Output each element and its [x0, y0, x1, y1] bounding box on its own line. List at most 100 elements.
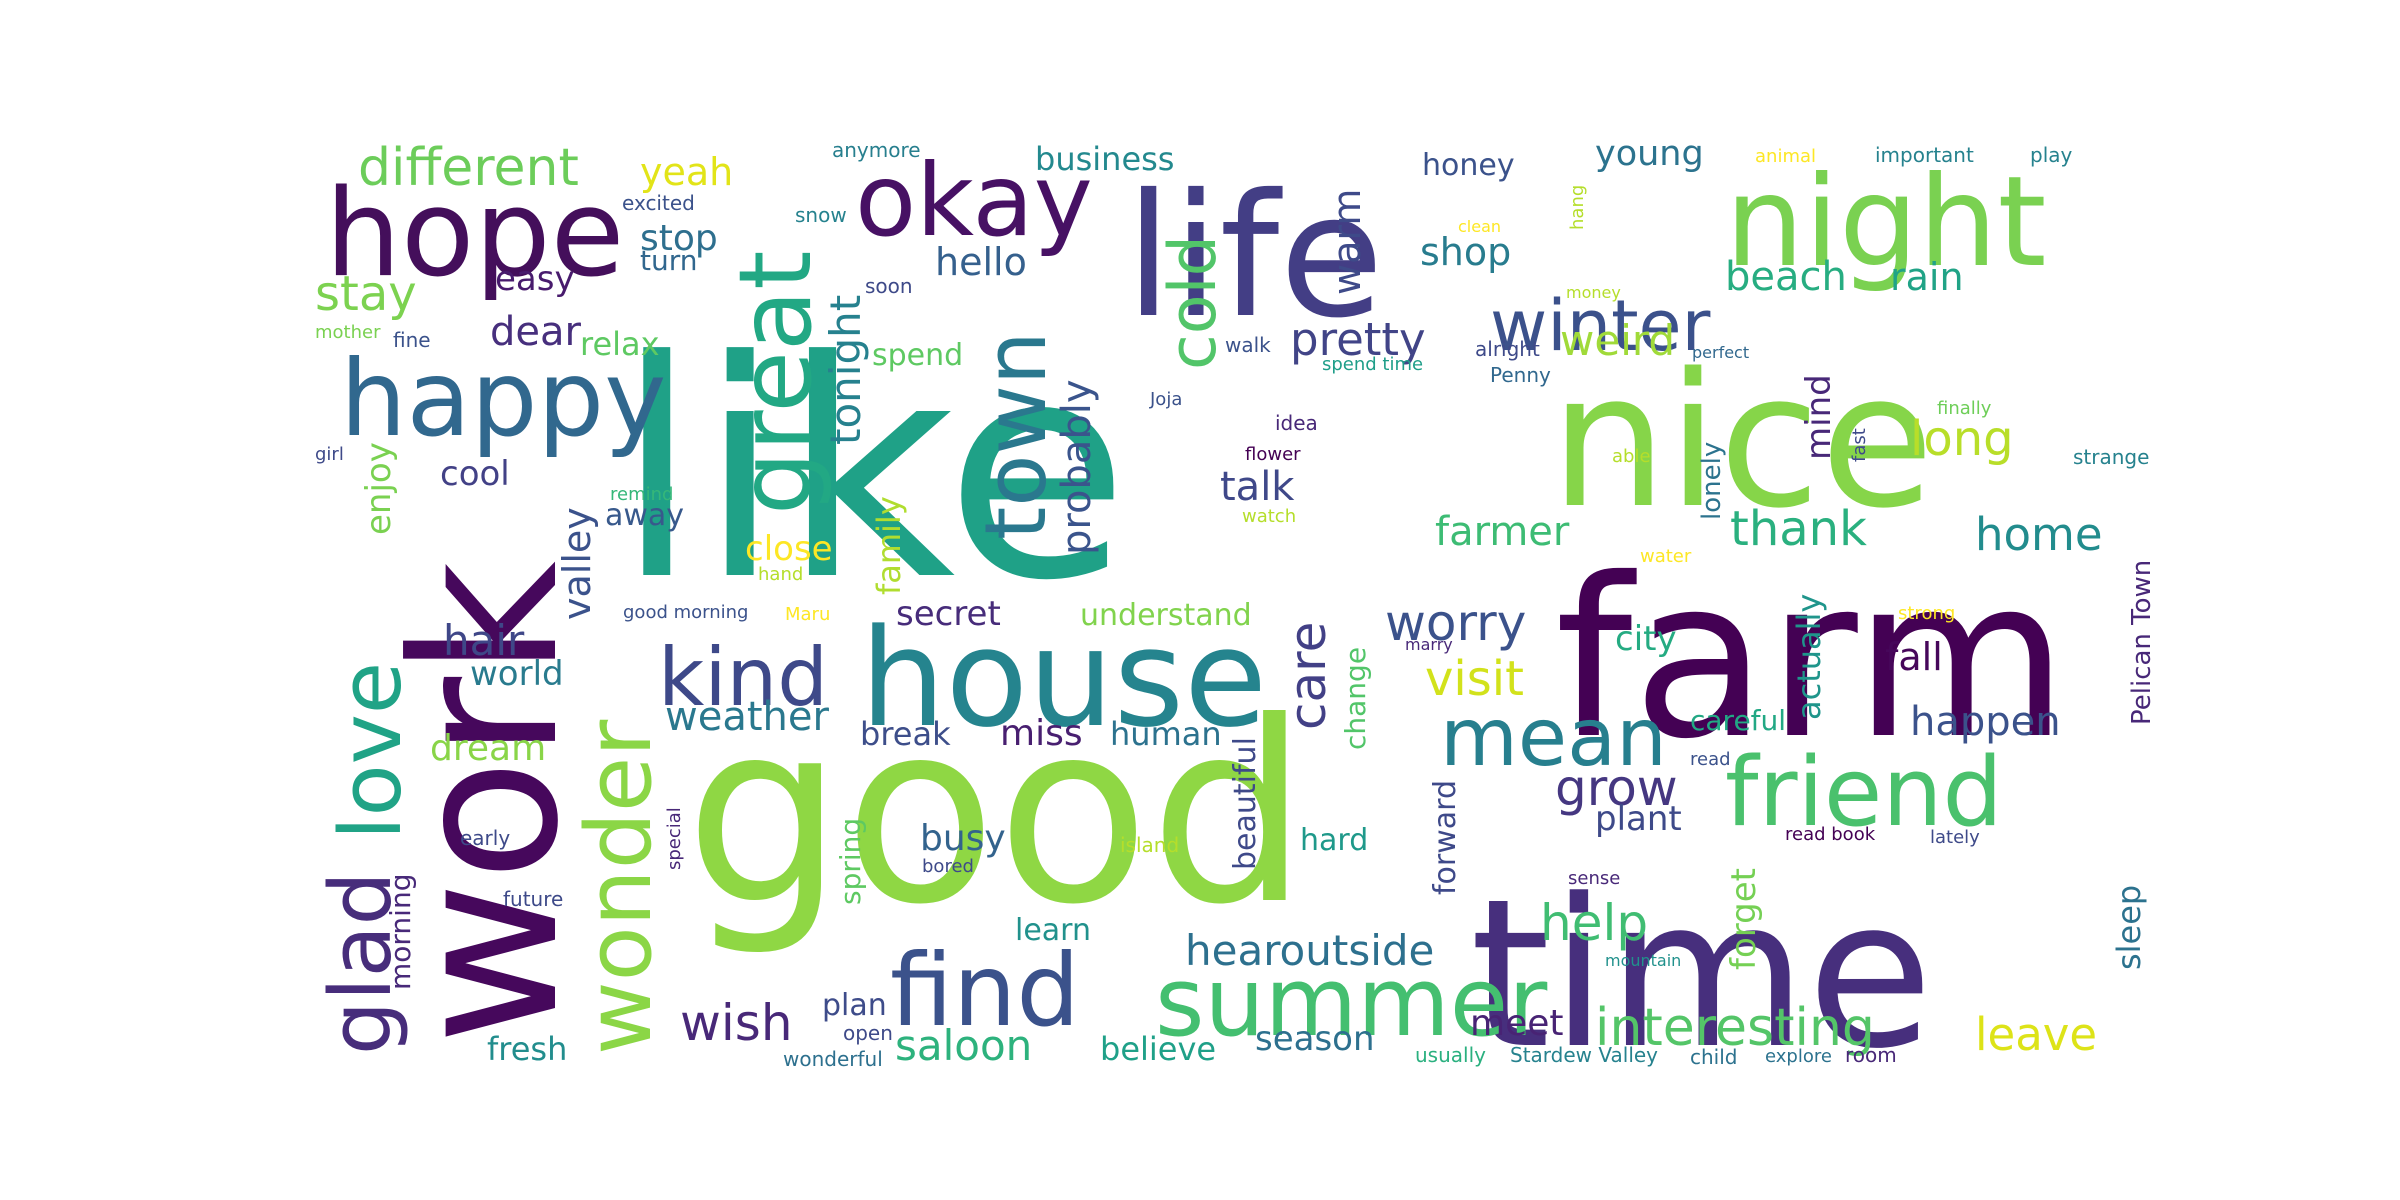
cloud-word-happen: happen	[1910, 699, 2061, 745]
cloud-word-long: long	[1910, 411, 2014, 467]
cloud-word-explore: explore	[1765, 1046, 1832, 1067]
cloud-word-hope: hope	[325, 165, 624, 304]
cloud-word-plant: plant	[1595, 799, 1682, 839]
cloud-word-stay: stay	[315, 266, 417, 322]
cloud-word-summer: summer	[1155, 948, 1548, 1058]
cloud-word-work: work	[370, 561, 603, 1045]
cloud-word-sleep: sleep	[2110, 885, 2148, 970]
cloud-word-glad: glad	[312, 871, 411, 1055]
cloud-word-island: island	[1120, 833, 1179, 857]
cloud-word-bored: bored	[922, 856, 974, 877]
cloud-word-great: great	[717, 251, 834, 515]
cloud-word-understand: understand	[1080, 598, 1252, 633]
cloud-word-love: love	[322, 662, 421, 840]
cloud-word-hello: hello	[935, 240, 1027, 284]
cloud-word-fresh: fresh	[487, 1030, 567, 1068]
cloud-word-snow: snow	[795, 203, 847, 227]
cloud-word-farmer: farmer	[1435, 509, 1570, 555]
cloud-word-lately: lately	[1930, 827, 1980, 848]
cloud-word-spring: spring	[834, 818, 867, 905]
cloud-word-strange: strange	[2073, 445, 2149, 469]
cloud-word-learn: learn	[1015, 913, 1091, 948]
cloud-word-change: change	[1339, 647, 1372, 750]
cloud-word-business: business	[1035, 140, 1174, 178]
cloud-word-important: important	[1875, 143, 1974, 167]
cloud-word-beach: beach	[1725, 254, 1847, 300]
cloud-word-usually: usually	[1415, 1043, 1486, 1067]
cloud-word-excited: excited	[622, 191, 695, 215]
cloud-word-city: city	[1615, 619, 1677, 659]
cloud-word-early: early	[460, 826, 510, 850]
cloud-word-forget: forget	[1724, 868, 1764, 970]
cloud-word-visit: visit	[1425, 651, 1524, 707]
cloud-word-soon: soon	[865, 274, 913, 298]
cloud-word-maru: Maru	[785, 604, 830, 625]
cloud-word-anymore: anymore	[832, 138, 921, 162]
cloud-word-able: able	[1612, 446, 1651, 467]
cloud-word-watch: watch	[1242, 506, 1296, 527]
cloud-word-beautiful: beautiful	[1228, 737, 1263, 870]
cloud-word-careful: careful	[1690, 704, 1786, 737]
cloud-word-shop: shop	[1420, 230, 1511, 274]
cloud-word-relax: relax	[580, 325, 660, 363]
cloud-word-life: life	[1125, 158, 1384, 356]
cloud-word-hand: hand	[758, 564, 803, 585]
cloud-word-family: family	[870, 496, 908, 595]
cloud-word-idea: idea	[1275, 411, 1318, 435]
cloud-word-weird: weird	[1560, 316, 1675, 365]
cloud-word-good: good	[685, 668, 1308, 959]
cloud-word-stop: stop	[640, 218, 718, 259]
cloud-word-morning: morning	[384, 874, 417, 990]
cloud-word-worry: worry	[1385, 594, 1526, 652]
cloud-word-talk: talk	[1220, 464, 1295, 510]
cloud-word-marry: marry	[1405, 635, 1453, 654]
cloud-word-leave: leave	[1975, 1008, 2097, 1061]
cloud-word-tonight: tonight	[821, 295, 870, 445]
cloud-word-dear: dear	[490, 309, 582, 355]
cloud-word-actually: actually	[1790, 594, 1828, 720]
cloud-word-yeah: yeah	[640, 150, 733, 194]
cloud-word-perfect: perfect	[1692, 343, 1749, 362]
cloud-word-mean: mean	[1440, 691, 1667, 784]
cloud-word-girl: girl	[315, 444, 344, 465]
cloud-word-saloon: saloon	[895, 1021, 1032, 1070]
cloud-word-town: town	[967, 331, 1066, 540]
cloud-word-special: special	[664, 807, 685, 870]
cloud-word-joja: Joja	[1149, 389, 1182, 410]
cloud-word-human: human	[1110, 715, 1222, 753]
cloud-word-penny: Penny	[1490, 363, 1551, 387]
cloud-word-forward: forward	[1428, 780, 1463, 895]
cloud-word-find: find	[890, 932, 1080, 1049]
cloud-word-pelican-town: Pelican Town	[2127, 560, 2157, 725]
cloud-word-different: different	[358, 138, 579, 198]
cloud-word-busy: busy	[920, 818, 1006, 859]
cloud-word-farm: farm	[1555, 531, 2068, 787]
cloud-word-hair: hair	[443, 616, 525, 665]
cloud-word-home: home	[1975, 508, 2103, 561]
cloud-word-okay: okay	[855, 142, 1093, 259]
cloud-word-honey: honey	[1422, 148, 1515, 183]
cloud-word-cold: cold	[1156, 235, 1231, 370]
cloud-word-turn: turn	[640, 244, 698, 277]
cloud-word-enjoy: enjoy	[359, 442, 399, 535]
cloud-word-plan: plan	[822, 988, 887, 1023]
cloud-word-hang: hang	[1567, 185, 1588, 230]
cloud-word-probably: probably	[1054, 379, 1100, 555]
cloud-word-good-morning: good morning	[623, 602, 748, 623]
cloud-word-rain: rain	[1890, 255, 1964, 299]
cloud-word-fine: fine	[393, 328, 431, 352]
cloud-word-cool: cool	[440, 454, 510, 494]
cloud-word-read-book: read book	[1785, 824, 1876, 845]
cloud-word-warm: warm	[1325, 189, 1369, 295]
cloud-word-open: open	[843, 1021, 893, 1045]
cloud-word-alright: alright	[1475, 337, 1540, 361]
cloud-word-animal: animal	[1755, 146, 1816, 167]
cloud-word-close: close	[745, 529, 833, 569]
cloud-word-hard: hard	[1300, 823, 1368, 858]
cloud-word-secret: secret	[896, 594, 1001, 634]
cloud-word-winter: winter	[1490, 285, 1711, 367]
cloud-word-finally: finally	[1937, 398, 1992, 419]
cloud-word-world: world	[470, 654, 564, 694]
cloud-word-valley: valley	[555, 507, 599, 620]
